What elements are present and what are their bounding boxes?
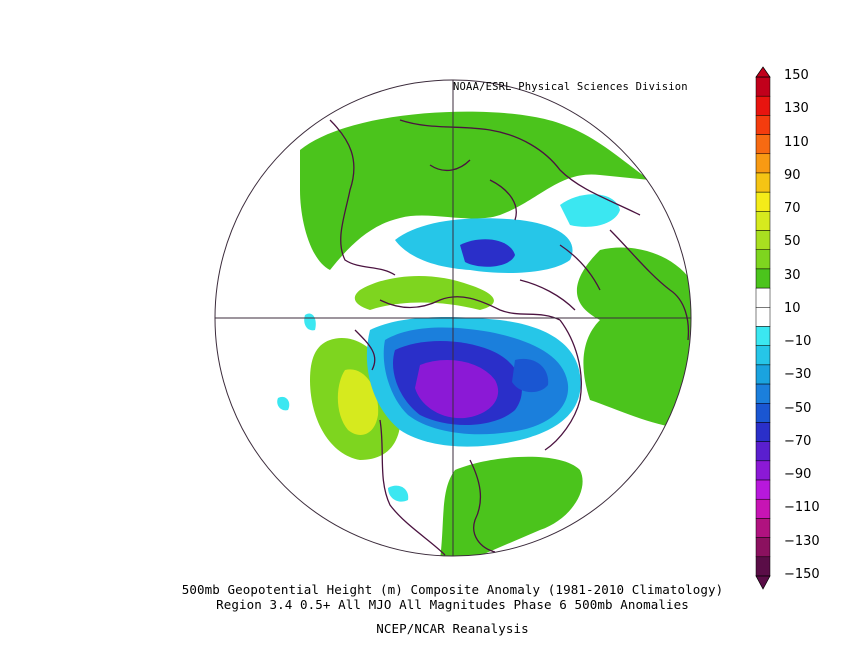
colorbar-cell	[755, 537, 771, 558]
colorbar-label: −150	[784, 567, 820, 582]
title-line-3: NCEP/NCAR Reanalysis	[376, 621, 529, 636]
negative-anomaly-regions	[277, 194, 620, 502]
colorbar-top-arrow	[755, 66, 771, 78]
colorbar-cell	[755, 518, 771, 538]
colorbar-label: 90	[784, 167, 801, 183]
colorbar-cell	[755, 422, 771, 442]
colorbar-label: 150	[784, 68, 809, 83]
colorbar-cell	[755, 287, 771, 308]
colorbar-cell	[755, 230, 771, 250]
title-line-1: 500mb Geopotential Height (m) Composite …	[181, 582, 724, 597]
colorbar-label: −50	[784, 400, 812, 416]
colorbar-bottom-arrow	[755, 575, 771, 590]
colorbar-cell	[755, 268, 771, 289]
colorbar-cell	[755, 383, 771, 404]
positive-anomaly-regions	[300, 111, 691, 556]
colorbar-label: 130	[784, 101, 809, 117]
colorbar-label: −90	[784, 467, 812, 483]
colorbar-label: −30	[784, 367, 812, 383]
colorbar-cell	[755, 479, 771, 500]
colorbar-cell	[755, 211, 771, 231]
colorbar-cell	[755, 249, 771, 270]
colorbar-cell	[755, 172, 771, 193]
colorbar-cells	[755, 76, 771, 577]
colorbar-cell	[755, 76, 771, 97]
colorbar-label: 70	[784, 201, 801, 217]
title-line-2: Region 3.4 0.5+ All MJO All Magnitudes P…	[216, 597, 689, 612]
colorbar-label: 30	[784, 267, 801, 283]
colorbar-cell	[755, 307, 771, 327]
colorbar-cell	[755, 403, 771, 423]
colorbar-label: 110	[784, 134, 809, 150]
colorbar-label: −110	[784, 500, 820, 516]
colorbar-cell	[755, 460, 771, 481]
colorbar-cell	[755, 191, 771, 212]
colorbar-label: 50	[784, 234, 801, 250]
colorbar-cell	[755, 345, 771, 366]
colorbar-cell	[755, 134, 771, 155]
colorbar-cell	[755, 153, 771, 174]
colorbar-label: −130	[784, 533, 820, 549]
colorbar-cell	[755, 326, 771, 346]
colorbar-cell	[755, 556, 771, 577]
colorbar-cell	[755, 115, 771, 135]
colorbar-label: 10	[784, 300, 801, 316]
colorbar-label: −70	[784, 433, 812, 449]
credit-text: NOAA/ESRL Physical Sciences Division	[453, 81, 688, 93]
colorbar-label: −10	[784, 334, 812, 350]
colorbar-cell	[755, 364, 771, 385]
colorbar-cell	[755, 441, 771, 462]
colorbar-cell	[755, 95, 771, 116]
coastlines	[329, 119, 690, 556]
colorbar-cell	[755, 498, 771, 519]
